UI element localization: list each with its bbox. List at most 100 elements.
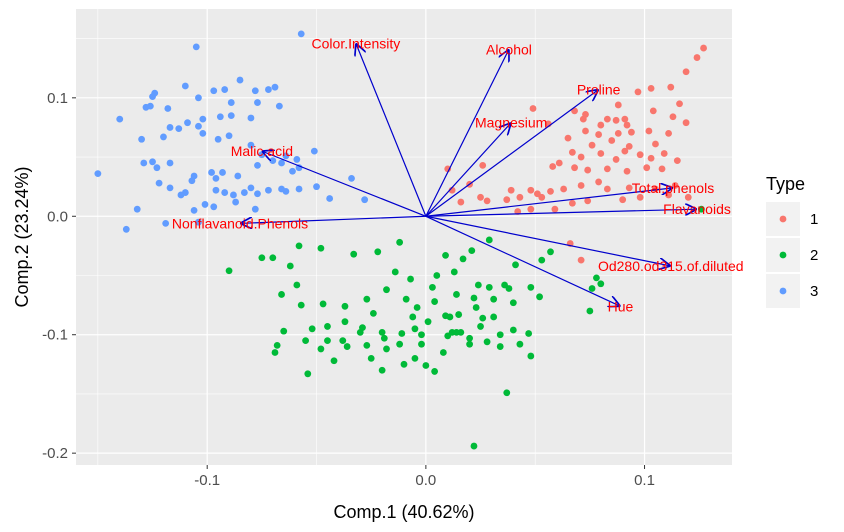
data-point-type-1 [665,129,672,137]
data-point-type-2 [418,331,425,339]
x-tick-label: -0.1 [194,472,220,489]
data-point-type-3 [184,119,191,127]
data-point-type-2 [269,254,277,262]
data-point-type-3 [348,174,355,182]
data-point-type-2 [466,334,473,342]
data-point-type-2 [378,328,386,336]
data-point-type-1 [628,128,635,136]
data-point-type-2 [479,314,487,322]
data-point-type-2 [383,286,390,294]
data-point-type-1 [700,44,707,52]
data-point-type-2 [297,301,305,309]
data-point-type-3 [234,172,242,180]
data-point-type-2 [308,325,316,333]
data-point-type-3 [195,218,202,226]
data-point-type-2 [418,340,425,348]
data-point-type-1 [549,163,557,170]
data-point-type-1 [682,68,690,76]
data-point-type-1 [649,107,657,115]
data-point-type-2 [319,300,327,308]
data-point-type-1 [516,193,524,201]
y-tick-label: 0.1 [47,90,68,107]
data-point-type-1 [693,54,701,61]
data-point-type-3 [254,99,261,106]
data-point-type-1 [551,205,559,213]
data-point-type-2 [470,294,478,302]
x-axis-title: Comp.1 (40.62%) [333,502,474,522]
data-point-type-2 [442,251,449,259]
data-point-type-1 [529,105,537,112]
data-point-type-3 [247,114,255,122]
loading-label: Total.phenols [632,180,715,196]
data-point-type-2 [593,274,600,282]
legend: Type 1 2 3 [766,174,818,308]
loading-label: Malic.acid [231,143,293,159]
data-point-type-3 [251,205,259,213]
data-point-type-2 [496,343,504,350]
data-point-type-2 [424,318,432,326]
data-point-type-1 [625,184,633,192]
data-point-type-2 [525,330,533,337]
data-point-type-3 [149,158,156,166]
data-point-type-1 [673,157,681,165]
data-point-type-2 [409,313,417,321]
data-point-type-3 [188,177,196,185]
data-point-type-2 [422,362,430,369]
data-point-type-3 [265,186,272,194]
data-point-type-3 [195,122,202,130]
loading-arrow [262,151,427,217]
data-point-type-1 [571,164,578,172]
data-point-type-1 [595,131,603,138]
legend-title: Type [766,174,805,194]
data-point-type-2 [597,280,605,288]
data-point-type-3 [199,129,207,137]
data-point-type-1 [603,185,611,193]
data-point-type-2 [509,299,517,307]
data-point-type-3 [289,167,296,175]
data-point-type-2 [448,328,456,336]
data-point-type-2 [697,205,705,213]
data-point-type-3 [210,203,218,211]
data-point-type-1 [652,185,659,193]
data-point-type-1 [676,100,683,108]
data-point-type-2 [466,340,473,348]
data-point-type-1 [527,186,535,194]
data-point-type-1 [612,156,620,163]
data-point-type-2 [509,326,517,334]
data-point-type-2 [396,238,404,246]
data-point-type-3 [232,198,240,206]
loading-arrows [240,43,697,306]
data-point-type-1 [658,165,666,173]
data-point-type-2 [343,343,351,350]
data-point-type-3 [216,113,224,121]
data-point-type-3 [155,179,163,187]
data-point-type-2 [302,337,309,345]
data-point-type-3 [326,195,334,202]
data-point-type-2 [459,255,467,263]
data-point-type-3 [140,159,148,167]
data-point-type-1 [584,166,592,174]
data-point-type-2 [439,349,447,356]
data-point-type-2 [258,254,266,262]
data-point-type-3 [227,99,235,106]
data-point-type-3 [195,94,202,102]
loading-arrow [425,49,509,217]
data-point-type-3 [221,189,229,196]
data-point-type-1 [636,151,644,159]
loading-label: Alcohol [486,41,532,57]
data-point-type-1 [568,148,576,156]
data-point-type-3 [212,186,220,194]
data-point-type-3 [227,112,235,119]
data-point-type-2 [483,338,491,346]
data-point-type-1 [603,165,611,173]
data-point-type-1 [608,137,616,144]
data-point-type-2 [369,309,377,317]
legend-label: 3 [810,283,818,300]
data-point-type-1 [588,141,596,149]
data-point-type-2 [470,442,478,450]
data-point-type-3 [254,161,261,169]
data-point-type-2 [304,370,312,378]
data-point-type-2 [378,366,386,374]
data-point-type-2 [411,325,419,333]
